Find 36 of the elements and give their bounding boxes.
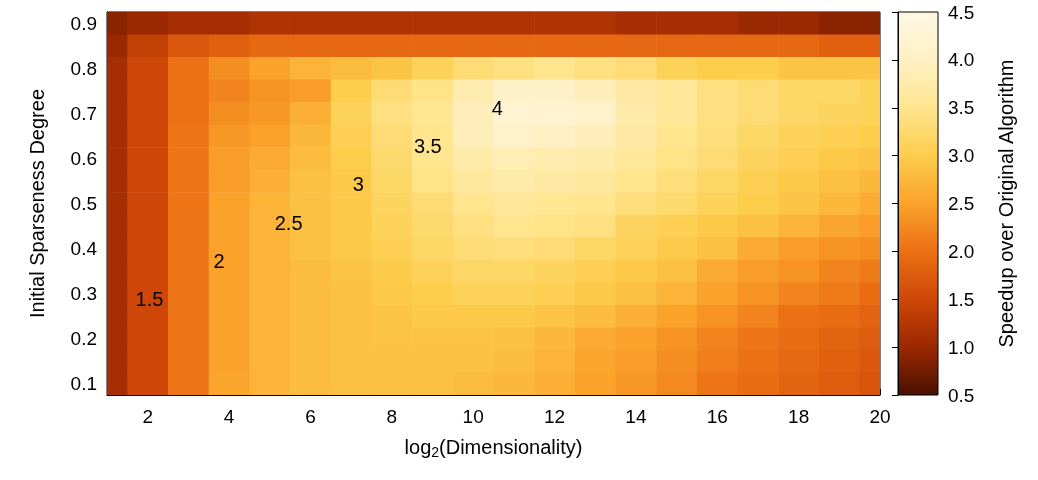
color-bar-label: 3.0 <box>948 145 975 167</box>
y-tick-label: 0.8 <box>70 57 97 79</box>
x-tick-label: 18 <box>788 406 810 427</box>
color-bar-title: Speedup over Original Algorithm <box>995 59 1017 348</box>
annotation: 3 <box>352 173 364 196</box>
x-tick-label: 2 <box>142 406 153 427</box>
y-tick-label: 0.1 <box>70 373 97 395</box>
y-tick-label: 0.3 <box>70 283 97 305</box>
color-bar-label: 3.5 <box>948 97 975 119</box>
x-tick-label: 6 <box>305 406 316 427</box>
annotation: 3.5 <box>413 135 442 158</box>
color-bar-label: 1.5 <box>948 288 975 310</box>
x-tick-label: 4 <box>223 406 235 427</box>
x-tick-label: 8 <box>386 406 398 427</box>
y-tick-label: 0.6 <box>70 147 97 169</box>
y-axis-title: Initial Sparseness Degree <box>26 88 48 319</box>
color-bar-label: 2.0 <box>948 240 975 262</box>
y-tick-label: 0.2 <box>70 328 97 350</box>
color-bar-label: 4.0 <box>948 49 975 71</box>
annotation: 4 <box>491 96 503 119</box>
y-tick-label: 0.5 <box>70 193 97 214</box>
color-bar-label: 1.0 <box>948 336 975 358</box>
x-tick-label: 16 <box>706 406 728 427</box>
annotation: 1.5 <box>135 288 164 311</box>
color-bar-label: 0.5 <box>948 384 975 406</box>
annotation: 2 <box>213 249 225 272</box>
x-tick-label: 10 <box>462 406 484 427</box>
x-tick-label: 20 <box>869 406 891 427</box>
y-tick-label: 0.4 <box>70 238 98 260</box>
color-bar-label: 2.5 <box>948 193 975 214</box>
x-tick-label: 12 <box>543 406 566 427</box>
color-bar-label: 4.5 <box>948 1 975 23</box>
x-tick-label: 14 <box>625 406 647 427</box>
annotation: 2.5 <box>274 211 303 234</box>
y-tick-label: 0.7 <box>70 102 97 124</box>
y-tick-label: 0.9 <box>70 12 97 34</box>
